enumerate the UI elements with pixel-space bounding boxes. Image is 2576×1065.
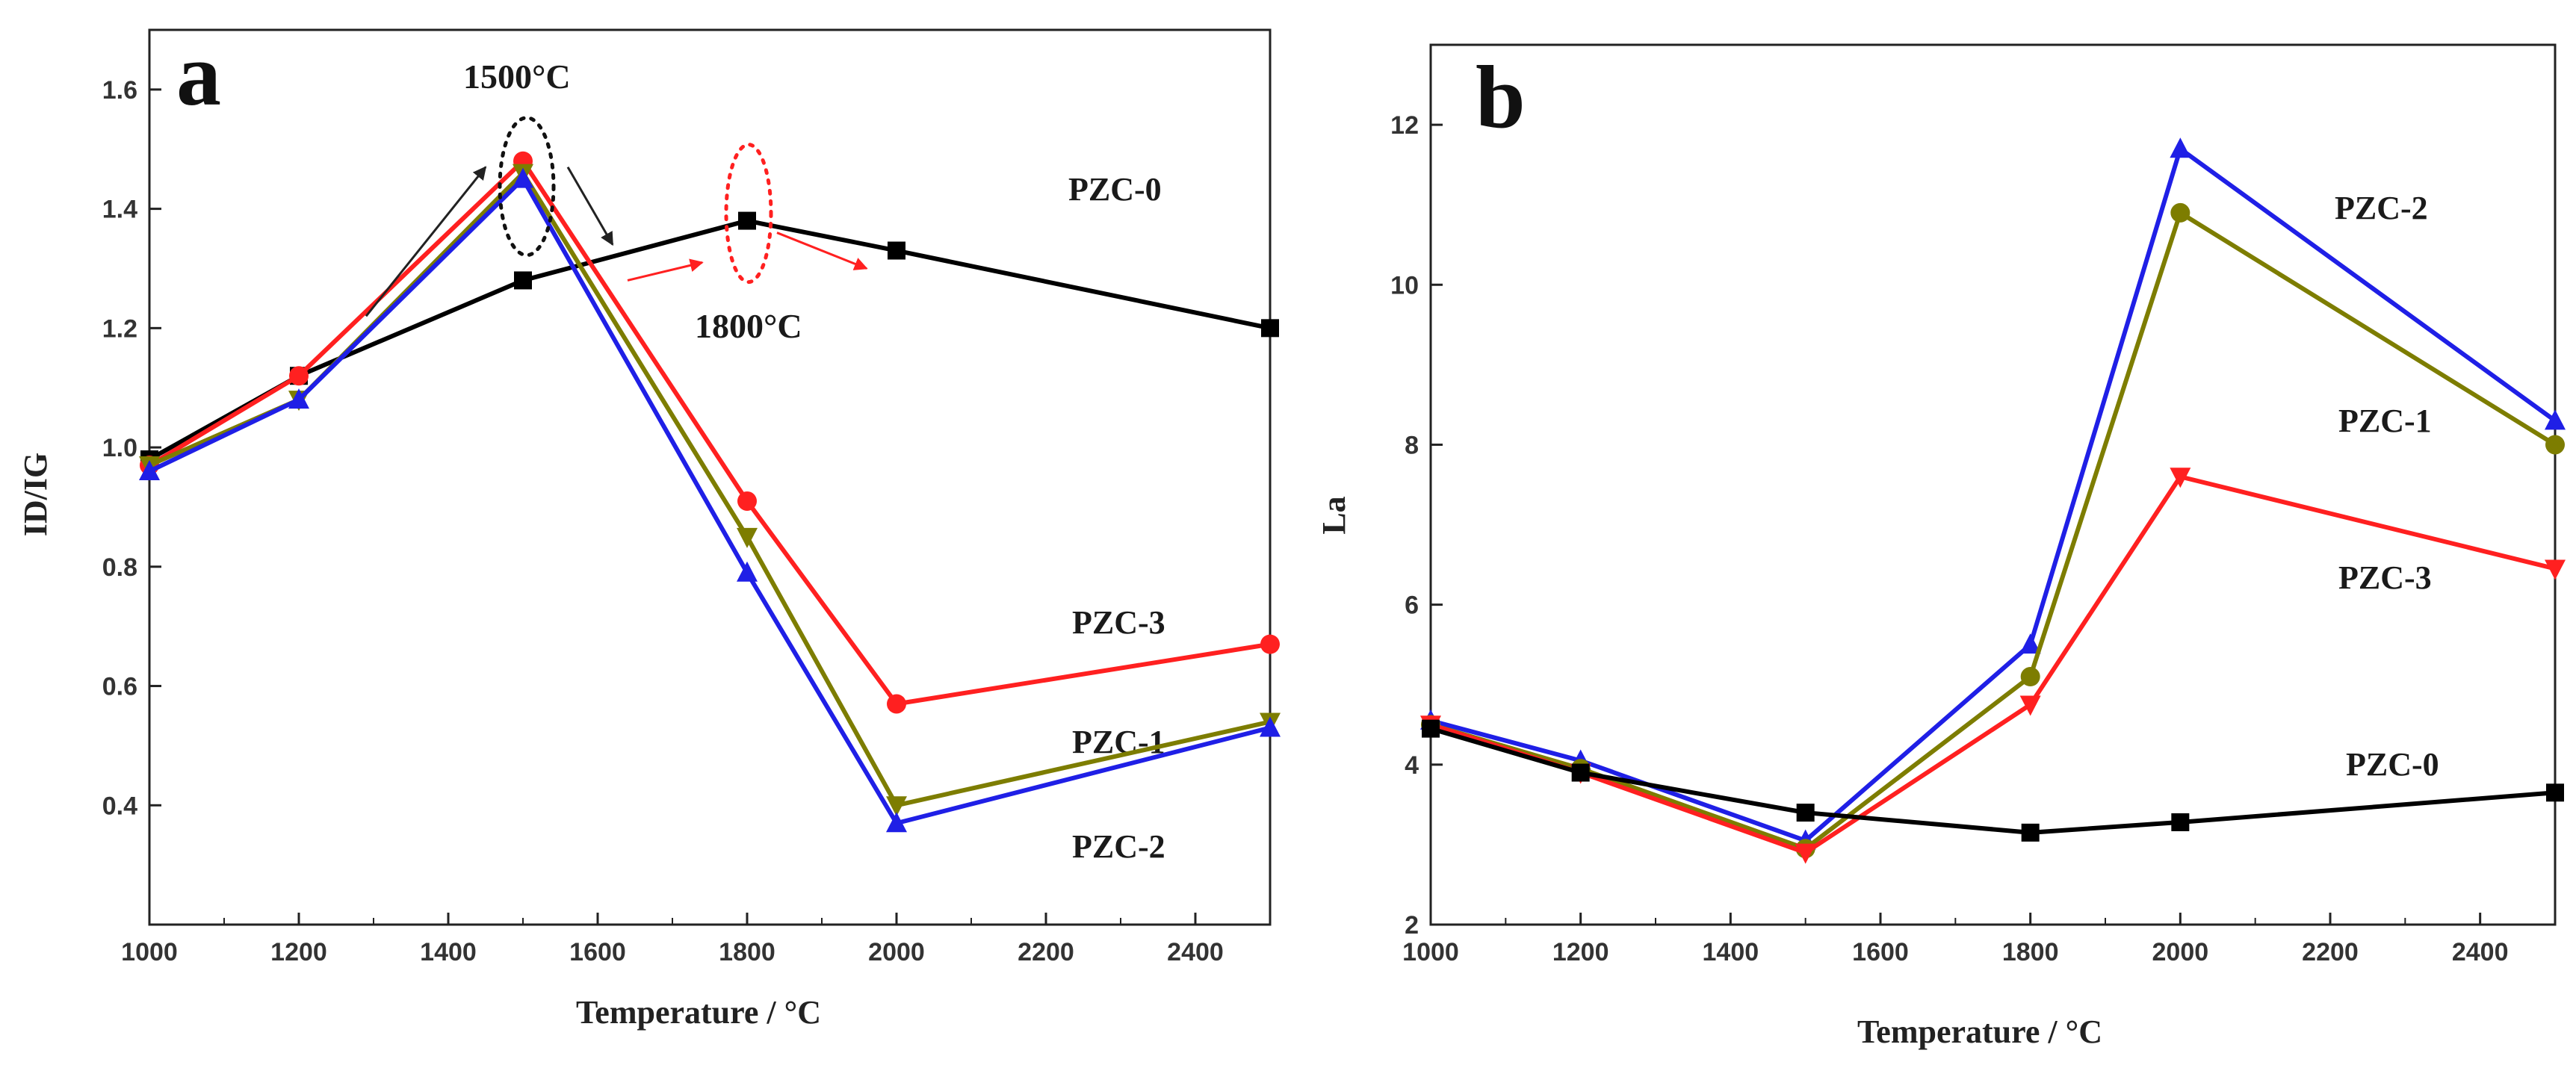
series-line-pzc-3 bbox=[1430, 474, 2556, 855]
data-point-pzc-0 bbox=[1796, 804, 1815, 822]
panel-a: a Temperature / °C ID/IG PZC-0 PZC-3 PZC… bbox=[17, 25, 1165, 1031]
series-label-pzc-1-b: PZC-1 bbox=[2338, 403, 2432, 439]
data-point-pzc-3 bbox=[737, 491, 757, 511]
x-tick-label-a: 1600 bbox=[569, 938, 626, 966]
series-pzc-0-b bbox=[1422, 719, 2564, 842]
y-tick-label-a: 1.4 bbox=[102, 196, 137, 224]
data-point-pzc-3 bbox=[289, 366, 309, 386]
series-line-pzc-1 bbox=[148, 170, 1271, 808]
data-point-pzc-2 bbox=[886, 812, 907, 833]
series-line-pzc-3 bbox=[148, 158, 1271, 707]
series-pzc-2-a bbox=[139, 167, 1281, 833]
series-label-pzc-2-a: PZC-2 bbox=[1072, 828, 1165, 865]
data-point-pzc-3 bbox=[2545, 559, 2566, 580]
x-tick-label-a: 2200 bbox=[1018, 938, 1074, 966]
y-axis-title-a: ID/IG bbox=[17, 453, 54, 536]
data-point-pzc-2 bbox=[139, 460, 160, 481]
x-tick-label-b: 1200 bbox=[1552, 938, 1609, 966]
x-tick-label-a: 1400 bbox=[420, 938, 477, 966]
panel-letter-a: a bbox=[176, 25, 221, 124]
y-tick-label-a: 1.2 bbox=[102, 314, 137, 343]
data-point-pzc-1 bbox=[886, 796, 907, 817]
x-tick-label-b: 1000 bbox=[1402, 938, 1459, 966]
y-tick-label-b: 8 bbox=[1405, 431, 1419, 459]
data-point-pzc-1 bbox=[2170, 202, 2190, 223]
x-axis-title-a: Temperature / °C bbox=[576, 994, 821, 1031]
panel-letter-b: b bbox=[1476, 47, 1526, 146]
annotation-1500c: 1500°C bbox=[463, 58, 571, 96]
y-tick-label-b: 10 bbox=[1390, 271, 1419, 299]
x-tick-label-b: 2400 bbox=[2452, 938, 2509, 966]
series-line-pzc-1 bbox=[1430, 210, 2557, 851]
x-tick-label-a: 1000 bbox=[121, 938, 178, 966]
highlight-ellipse-1500 bbox=[498, 116, 556, 258]
arrow-rising-1800 bbox=[627, 258, 704, 282]
data-point-pzc-2 bbox=[2545, 409, 2566, 430]
y-tick-label-b: 6 bbox=[1405, 592, 1419, 620]
arrow-rising-1500 bbox=[365, 166, 487, 317]
y-tick-label-a: 1.6 bbox=[102, 76, 137, 105]
data-point-pzc-2 bbox=[737, 561, 758, 582]
data-point-pzc-0 bbox=[2021, 823, 2040, 842]
y-tick-label-a: 0.6 bbox=[102, 673, 137, 701]
data-point-pzc-0 bbox=[2546, 783, 2564, 802]
data-point-pzc-2 bbox=[2170, 137, 2191, 158]
data-point-pzc-3 bbox=[1795, 843, 1816, 864]
series-label-pzc-0-a: PZC-0 bbox=[1068, 171, 1162, 208]
annotation-1800c: 1800°C bbox=[695, 307, 802, 345]
data-point-pzc-0 bbox=[2171, 813, 2190, 831]
data-point-pzc-2 bbox=[513, 167, 533, 188]
data-point-pzc-0 bbox=[738, 211, 756, 230]
x-axis-title-b: Temperature / °C bbox=[1857, 1013, 2102, 1050]
y-tick-label-a: 0.4 bbox=[102, 792, 137, 820]
highlight-ellipse-1800 bbox=[724, 143, 773, 285]
x-tick-label-b: 1400 bbox=[1703, 938, 1759, 966]
series-label-pzc-0-b: PZC-0 bbox=[2346, 746, 2439, 783]
series-pzc-2-b bbox=[1420, 137, 2566, 850]
series-line-pzc-2 bbox=[1430, 146, 2557, 843]
plot-frame-b bbox=[1429, 43, 2557, 926]
data-point-pzc-0 bbox=[1571, 763, 1590, 782]
y-tick-label-a: 1.0 bbox=[102, 434, 137, 462]
plot-a: 1000 1200 1400 1600 1800 2000 2200 2400 0.4 0.6 0.… bbox=[102, 28, 1281, 966]
series-label-pzc-2-b: PZC-2 bbox=[2335, 190, 2428, 226]
series-label-pzc-3-a: PZC-3 bbox=[1072, 604, 1165, 641]
series-pzc-1-a bbox=[139, 164, 1281, 817]
x-tick-label-b: 2200 bbox=[2302, 938, 2359, 966]
x-tick-label-a: 2400 bbox=[1167, 938, 1224, 966]
data-point-pzc-2 bbox=[288, 388, 309, 409]
data-point-pzc-1 bbox=[2545, 435, 2565, 455]
data-point-pzc-3 bbox=[887, 694, 906, 714]
panel-b: b Temperature / °C La PZC-2 PZC-1 PZC-3 … bbox=[1316, 47, 2439, 1050]
x-tick-label-a: 1800 bbox=[719, 938, 775, 966]
series-line-pzc-0 bbox=[1430, 726, 2556, 835]
data-point-pzc-3 bbox=[1260, 634, 1280, 654]
data-point-pzc-3 bbox=[2019, 695, 2041, 716]
series-line-pzc-2 bbox=[148, 176, 1271, 826]
series-label-pzc-3-b: PZC-3 bbox=[2338, 559, 2432, 596]
x-tick-label-b: 1800 bbox=[2002, 938, 2059, 966]
data-point-pzc-0 bbox=[1261, 319, 1279, 338]
x-tick-label-a: 2000 bbox=[868, 938, 925, 966]
arrow-falling-1500 bbox=[566, 166, 614, 246]
plot-b: 1000 1200 1400 1600 1800 2000 2200 2400 2 4 6 8 10 12 bbox=[1390, 43, 2566, 966]
data-point-pzc-3 bbox=[2170, 468, 2191, 488]
x-tick-label-b: 1600 bbox=[1852, 938, 1909, 966]
y-tick-label-b: 12 bbox=[1390, 111, 1419, 140]
data-point-pzc-0 bbox=[1422, 719, 1440, 738]
y-tick-label-b: 4 bbox=[1405, 751, 1419, 780]
data-point-pzc-0 bbox=[514, 271, 532, 290]
y-tick-label-b: 2 bbox=[1405, 911, 1419, 940]
x-tick-label-b: 2000 bbox=[2152, 938, 2209, 966]
arrow-falling-1800 bbox=[776, 232, 868, 270]
data-point-pzc-0 bbox=[888, 241, 905, 260]
data-point-pzc-2 bbox=[1260, 716, 1281, 737]
data-point-pzc-1 bbox=[737, 527, 758, 548]
data-point-pzc-2 bbox=[2019, 633, 2041, 654]
y-tick-label-a: 0.8 bbox=[102, 553, 137, 582]
y-axis-title-b: La bbox=[1316, 496, 1352, 534]
data-point-pzc-1 bbox=[2020, 667, 2040, 687]
x-tick-label-a: 1200 bbox=[270, 938, 327, 966]
